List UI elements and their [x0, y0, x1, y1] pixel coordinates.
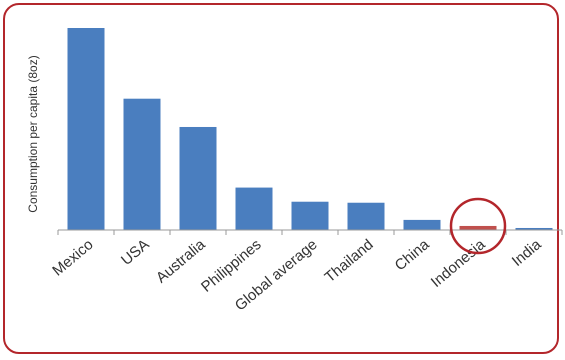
x-tick-label: Australia	[153, 236, 209, 287]
x-tick-label: Mexico	[49, 236, 96, 280]
bar-india	[515, 227, 553, 230]
bar-thailand	[347, 202, 385, 230]
x-tick-label: China	[392, 236, 433, 275]
bar-mexico	[67, 28, 105, 230]
x-tick-label: India	[509, 236, 545, 270]
x-axis-ticks	[57, 230, 563, 235]
bar-philippines	[235, 187, 273, 230]
highlight-circle	[449, 197, 507, 255]
bar-indonesia	[459, 225, 497, 230]
bars-group	[67, 28, 553, 230]
x-tick-label: Thailand	[322, 236, 377, 286]
x-tick-label: USA	[118, 236, 153, 269]
bar-china	[403, 219, 441, 230]
bar-australia	[179, 126, 217, 230]
bar-global-average	[291, 201, 329, 230]
bar-usa	[123, 98, 161, 230]
y-axis-title: Consumption per capita (8oz)	[26, 55, 40, 212]
